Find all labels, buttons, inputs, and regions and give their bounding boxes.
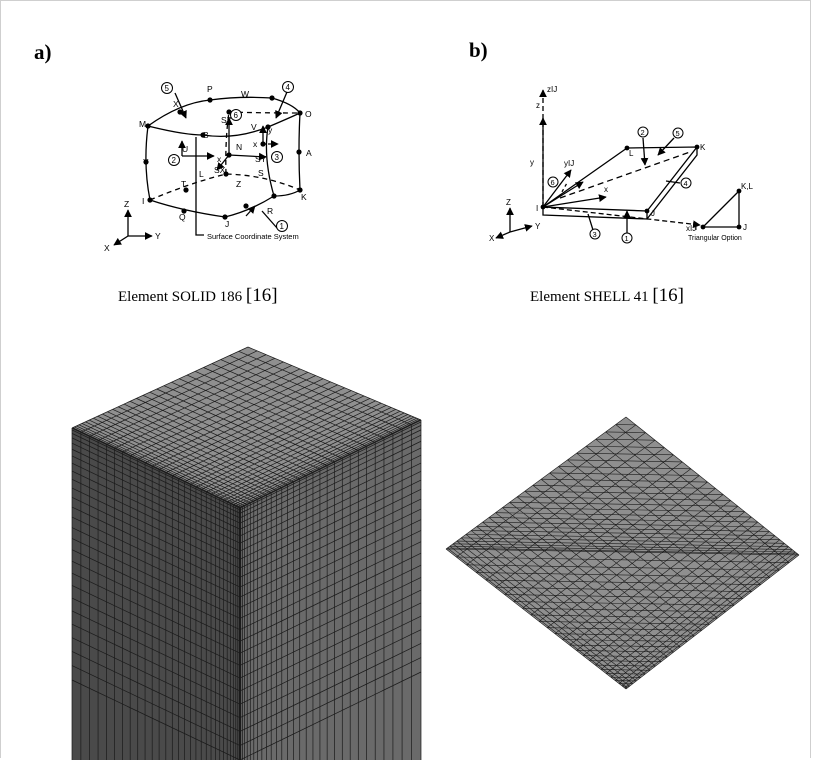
shell-face-5: 5 (676, 129, 680, 138)
inset-kl: K,L (741, 182, 754, 191)
axis-x: X (104, 243, 110, 253)
node-v: V (251, 122, 257, 132)
caption-shell41: Element SHELL 41 [16] (530, 285, 684, 307)
shell-node-i: I (536, 204, 538, 213)
shell41-nodes (540, 144, 742, 230)
shell-axis-z: Z (506, 198, 511, 207)
shell-face-2: 2 (641, 128, 645, 137)
panel-label-a: a) (34, 40, 52, 64)
node-j: J (225, 219, 229, 229)
inset-i: I (695, 223, 697, 232)
caption-shell41-title: Element SHELL 41 (530, 289, 649, 305)
node-s: S (258, 168, 264, 178)
inset-caption: Triangular Option (688, 235, 742, 242)
shell-axis-x: X (489, 234, 495, 243)
shell41-labels: Z Y X z zIJ y yIJ x xIJ I J K L K,L I J … (489, 85, 754, 243)
node-i: I (142, 196, 144, 206)
axis-y: Y (155, 231, 161, 241)
face-2: 2 (172, 156, 177, 165)
node-r: R (267, 206, 273, 216)
node-n: N (236, 142, 242, 152)
surface-coordinate-note: Surface Coordinate System (207, 232, 299, 241)
shell-face-4: 4 (684, 179, 688, 188)
local-x-2: x (253, 139, 258, 149)
node-l: L (199, 169, 204, 179)
local-xij: xIJ (686, 224, 696, 233)
caption-solid186-ref: [16] (245, 285, 278, 306)
caption-shell41-ref: [16] (652, 285, 684, 306)
node-x: X (173, 99, 179, 109)
shell-node-k: K (700, 143, 706, 152)
surface-sy: SY (255, 154, 267, 164)
node-u: U (182, 144, 188, 154)
local-y: y (530, 158, 534, 167)
shell-face-6: 6 (551, 178, 555, 187)
panel-label-b: b) (469, 38, 488, 62)
shell-plate-mesh (445, 416, 800, 690)
local-zij: zIJ (547, 85, 557, 94)
face-1: 1 (280, 222, 285, 231)
node-k: K (301, 192, 307, 202)
node-w: W (241, 89, 249, 99)
solid-block-mesh (71, 346, 422, 760)
local-z: z (536, 101, 540, 110)
face-3: 3 (275, 153, 280, 162)
local-x: x (604, 185, 608, 194)
node-q: Q (179, 212, 186, 222)
caption-solid186-title: Element SOLID 186 (118, 289, 243, 305)
face-6: 6 (234, 111, 239, 120)
solid186-face-numbers: 5 4 6 2 3 1 (161, 81, 294, 232)
surface-sx: SX (214, 165, 226, 175)
shell-axis-y: Y (535, 222, 541, 231)
node-t: T (181, 179, 186, 189)
shell-node-l: L (629, 149, 634, 158)
shell-face-3: 3 (593, 230, 597, 239)
local-y: y (268, 125, 273, 135)
local-x-1: x (217, 154, 222, 164)
solid186-nodes (143, 95, 303, 220)
node-a: A (306, 148, 312, 158)
caption-solid186: Element SOLID 186 [16] (118, 285, 278, 307)
node-y: Y (143, 157, 149, 167)
shell-node-j: J (651, 209, 655, 218)
node-m: M (139, 119, 146, 129)
node-p: P (207, 84, 213, 94)
node-z: Z (236, 179, 241, 189)
solid186-labels: P W O X M B N V Y U A L S T Z I K Q J R … (104, 84, 312, 253)
axis-z: Z (124, 199, 129, 209)
local-yij: yIJ (564, 159, 574, 168)
inset-j: J (743, 223, 747, 232)
shell-face-1: 1 (625, 234, 629, 243)
face-5: 5 (165, 84, 170, 93)
surface-sz: SZ (221, 115, 232, 125)
node-b: B (203, 130, 209, 140)
node-o: O (305, 109, 312, 119)
solid186-element-diagram (113, 91, 301, 246)
face-4: 4 (286, 83, 291, 92)
shell41-face-numbers: 2 5 6 4 3 1 (547, 126, 692, 244)
